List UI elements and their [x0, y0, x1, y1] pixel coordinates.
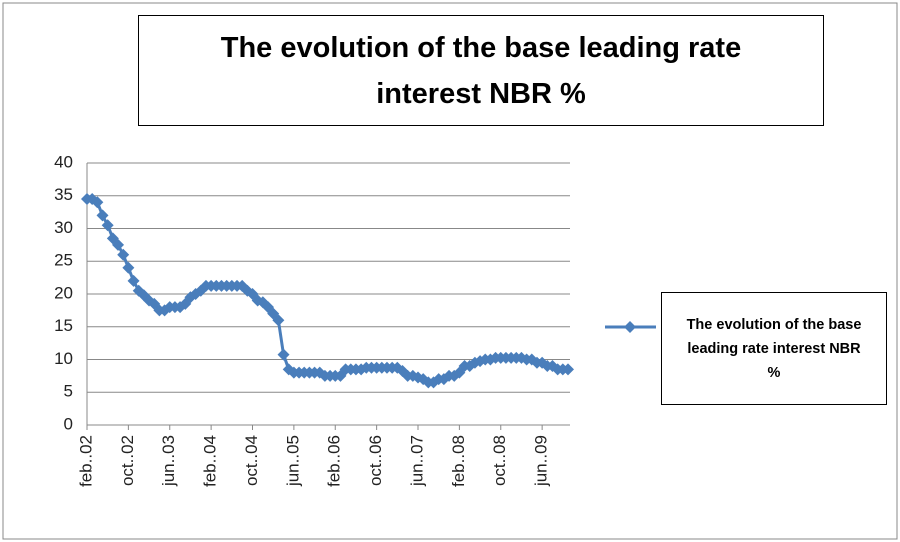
- x-tick-label: oct..02: [118, 435, 137, 486]
- legend-marker: [624, 321, 636, 333]
- marker: [127, 274, 140, 287]
- chart-title: The evolution of the base leading rate i…: [138, 15, 824, 126]
- marker: [562, 363, 574, 376]
- x-tick-label: feb..06: [325, 435, 344, 487]
- y-tick-label: 25: [54, 251, 73, 270]
- marker: [91, 196, 104, 209]
- x-tick-label: jun..03: [159, 435, 178, 487]
- x-tick-label: feb..04: [201, 435, 220, 487]
- y-tick-label: 35: [54, 185, 73, 204]
- x-tick-label: feb..08: [449, 435, 468, 487]
- marker: [277, 348, 290, 361]
- x-tick-label: jun..05: [283, 435, 302, 487]
- x-tick-label: oct..06: [366, 435, 385, 486]
- marker: [96, 209, 109, 222]
- x-tick-label: jun..07: [407, 435, 426, 487]
- marker: [122, 261, 135, 274]
- x-tick-label: feb..02: [76, 435, 95, 487]
- marker: [272, 314, 285, 327]
- x-tick-label: oct..08: [490, 435, 509, 486]
- y-tick-label: 20: [54, 283, 73, 302]
- marker: [117, 248, 130, 261]
- y-tick-label: 30: [54, 218, 73, 237]
- marker: [101, 219, 114, 232]
- y-tick-label: 5: [64, 382, 73, 401]
- marker: [112, 238, 125, 251]
- y-tick-label: 10: [54, 349, 73, 368]
- legend-label: The evolution of the base leading rate i…: [661, 292, 887, 405]
- x-tick-label: jun..09: [532, 435, 551, 487]
- x-tick-label: oct..04: [242, 435, 261, 486]
- y-tick-label: 15: [54, 316, 73, 335]
- y-tick-label: 40: [54, 152, 73, 171]
- y-tick-label: 0: [64, 414, 73, 433]
